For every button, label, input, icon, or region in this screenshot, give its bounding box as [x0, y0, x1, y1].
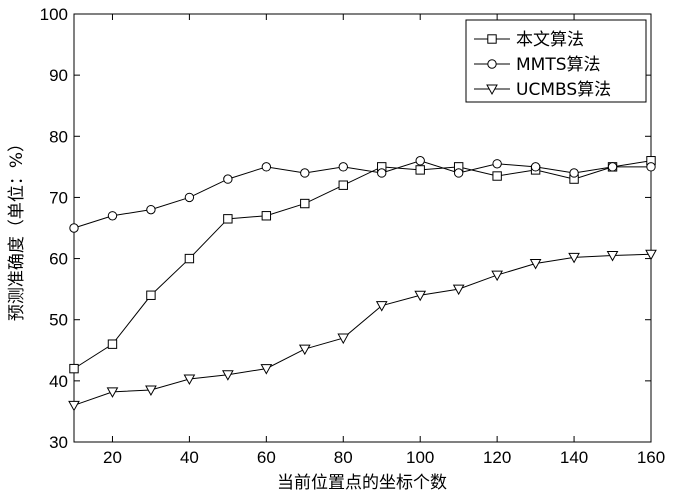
data-point: [223, 214, 233, 224]
y-tick-label: 90: [49, 66, 68, 85]
x-axis-label: 当前位置点的坐标个数: [277, 473, 447, 493]
legend-marker: [486, 84, 498, 96]
x-axis: 20 40 60 80 100 120 140 160: [103, 14, 665, 467]
series-2: [69, 156, 656, 233]
y-tick-label: 60: [49, 250, 68, 269]
series-line: [73, 253, 652, 406]
data-point: [337, 333, 350, 345]
data-point: [491, 270, 503, 282]
y-tick-label: 100: [40, 5, 68, 24]
data-point: [146, 204, 156, 215]
y-tick-label: 80: [49, 127, 68, 146]
data-point: [69, 223, 79, 233]
series-3: [68, 249, 657, 412]
data-point: [184, 253, 195, 264]
legend: 本文算法 MMTS算法 UCMBS算法: [465, 19, 647, 103]
series-line: [73, 160, 651, 229]
data-point: [377, 168, 387, 178]
data-point: [69, 363, 79, 374]
legend-label: 本文算法: [516, 30, 584, 50]
data-point: [415, 165, 425, 175]
data-point: [68, 400, 80, 412]
data-point: [607, 162, 618, 172]
y-tick-label: 50: [49, 311, 68, 330]
data-point: [261, 211, 272, 221]
legend-box: [465, 19, 647, 103]
data-point: [146, 290, 156, 300]
legend-marker: [487, 59, 497, 69]
data-point: [223, 174, 233, 184]
y-axis: 30 40 50 60 70 80 90 100: [40, 5, 651, 452]
data-point: [106, 387, 119, 398]
data-point: [569, 168, 579, 178]
data-point: [453, 168, 464, 178]
x-tick-label: 20: [103, 448, 122, 467]
legend-marker: [487, 34, 497, 44]
data-point: [183, 374, 196, 386]
series-layer: [68, 156, 657, 412]
data-point: [646, 162, 656, 172]
data-point: [568, 252, 580, 264]
data-point: [338, 180, 348, 190]
data-point: [300, 198, 310, 209]
data-point: [145, 385, 157, 397]
x-tick-label: 100: [406, 448, 434, 467]
legend-label: UCMBS算法: [516, 80, 611, 100]
data-point: [222, 370, 234, 381]
data-point: [260, 364, 273, 375]
data-point: [375, 301, 388, 312]
series-line: [73, 160, 652, 370]
data-point: [261, 162, 272, 172]
data-point: [338, 162, 348, 172]
y-tick-label: 40: [49, 372, 68, 391]
data-point: [298, 344, 311, 356]
data-point: [414, 290, 427, 302]
y-tick-label: 30: [49, 433, 68, 452]
legend-label: MMTS算法: [516, 55, 601, 75]
data-point: [492, 159, 502, 169]
data-point: [492, 171, 502, 181]
x-tick-label: 80: [334, 448, 353, 467]
y-tick-label: 70: [49, 188, 68, 207]
data-point: [107, 339, 118, 349]
x-tick-label: 40: [180, 448, 199, 467]
data-point: [184, 192, 195, 203]
data-point: [107, 211, 118, 221]
x-tick-label: 140: [560, 448, 588, 467]
data-point: [529, 258, 542, 270]
x-tick-label: 160: [637, 448, 665, 467]
data-point: [452, 284, 465, 296]
y-axis-label: 预测准确度（单位：%）: [7, 135, 27, 321]
x-tick-label: 60: [257, 448, 276, 467]
x-tick-label: 120: [483, 448, 511, 467]
data-point: [606, 251, 619, 262]
data-point: [645, 249, 657, 261]
data-point: [415, 156, 425, 166]
data-point: [530, 162, 541, 172]
data-point: [300, 168, 310, 178]
